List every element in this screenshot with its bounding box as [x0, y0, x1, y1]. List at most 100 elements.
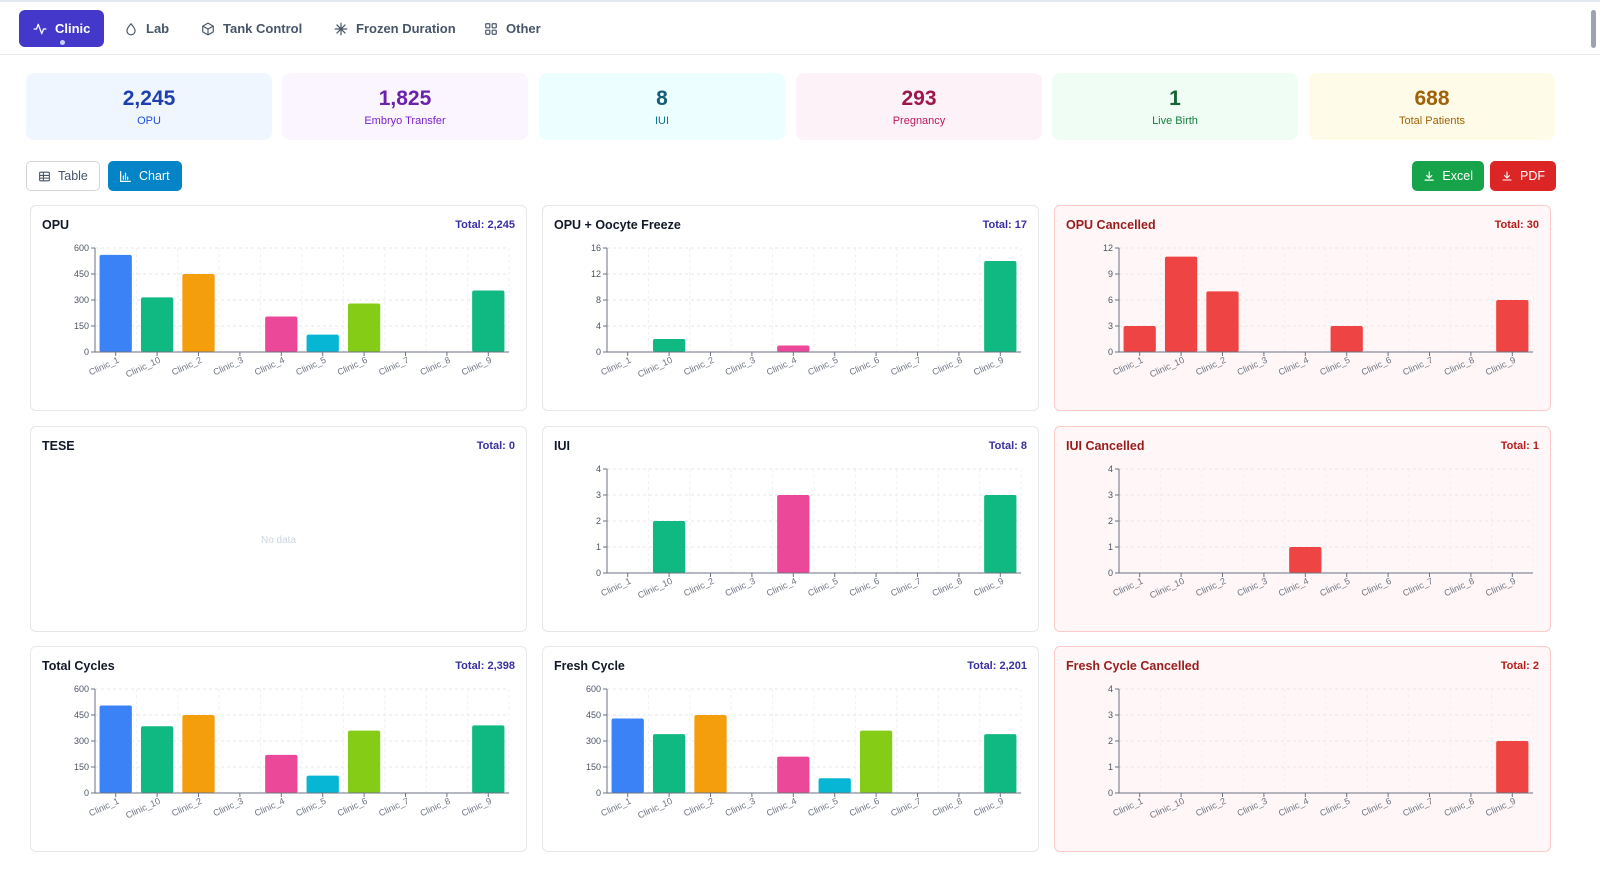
scrollbar-thumb[interactable] [1591, 10, 1596, 48]
x-tick-label: Clinic_3 [212, 796, 245, 819]
x-tick-label: Clinic_10 [124, 355, 162, 380]
export-pdf-button[interactable]: PDF [1490, 161, 1556, 191]
y-tick-label: 1 [1108, 762, 1113, 772]
bar-clinic-9 [984, 261, 1017, 352]
tab-lab[interactable]: Lab [110, 10, 183, 47]
bar-chart: 0 150 300 450 600 Clinic_1 Clinic_10 Clinic_2 Cl… [74, 243, 510, 380]
stat-label: Embryo Transfer [364, 115, 446, 127]
bar-clinic-4 [265, 754, 298, 793]
bar-clinic-5 [306, 334, 339, 352]
tab-tank-control[interactable]: Tank Control [187, 10, 316, 47]
y-tick-label: 300 [586, 736, 601, 746]
x-tick-label: Clinic_7 [377, 355, 410, 378]
stat-value: 1 [1169, 87, 1181, 110]
x-tick-label: Clinic_2 [1194, 355, 1227, 378]
chart-title: IUI [554, 439, 570, 453]
chart-total: Total: 2 [1500, 660, 1539, 672]
chart-card-fresh-cycle: 0 150 300 450 600 Clinic_1 Clinic_10 Clinic_2 Cl… [542, 646, 1039, 852]
bar-clinic-9 [472, 290, 505, 352]
stat-value: 293 [901, 87, 937, 110]
tab-lab-label: Lab [146, 21, 170, 36]
x-tick-label: Clinic_3 [724, 355, 757, 378]
stat-card-total-patients: 688 Total Patients [1309, 73, 1555, 140]
tab-clinic[interactable]: Clinic [19, 10, 105, 47]
download-icon [1502, 170, 1512, 181]
stat-label: OPU [137, 115, 161, 127]
x-tick-label: Clinic_3 [1236, 576, 1269, 599]
x-tick-label: Clinic_3 [212, 355, 245, 378]
y-tick-label: 0 [596, 568, 601, 578]
bar-clinic-4 [265, 316, 298, 352]
y-tick-label: 450 [586, 710, 601, 720]
chart-title: OPU Cancelled [1066, 218, 1156, 232]
stat-value: 688 [1414, 87, 1450, 110]
bar-clinic-9 [984, 495, 1017, 573]
x-tick-label: Clinic_1 [87, 796, 120, 819]
bar-clinic-6 [347, 730, 381, 793]
x-tick-label: Clinic_6 [336, 355, 369, 378]
no-data-label: No data [260, 535, 297, 546]
y-tick-label: 3 [1108, 490, 1113, 500]
chart-title: IUI Cancelled [1066, 439, 1145, 453]
bar-clinic-4 [777, 495, 810, 573]
chart-total: Total: 2,398 [455, 660, 515, 672]
x-tick-label: Clinic_1 [599, 576, 632, 599]
chart-total: Total: 30 [1494, 219, 1539, 231]
chart-total: Total: 8 [988, 440, 1027, 452]
stat-card-opu: 2,245 OPU [26, 73, 272, 140]
tab-tank-control-label: Tank Control [223, 21, 303, 36]
x-tick-label: Clinic_4 [253, 796, 286, 819]
stat-card-live-birth: 1 Live Birth [1052, 73, 1298, 140]
x-tick-label: Clinic_1 [599, 355, 632, 378]
x-tick-label: Clinic_6 [1360, 796, 1393, 819]
x-tick-label: Clinic_4 [765, 796, 798, 819]
stat-value: 2,245 [122, 87, 176, 110]
chart-card-total-cycles: 0 150 300 450 600 Clinic_1 Clinic_10 Clinic_2 Cl… [30, 646, 527, 852]
x-tick-label: Clinic_3 [724, 796, 757, 819]
x-tick-label: Clinic_5 [806, 796, 839, 819]
x-tick-label: Clinic_9 [972, 796, 1005, 819]
export-excel-button[interactable]: Excel [1412, 161, 1484, 191]
y-tick-label: 12 [1103, 243, 1113, 253]
x-tick-label: Clinic_6 [336, 796, 369, 819]
chart-card-fresh-cycle-cancelled: 0 1 2 3 4 Clinic_1 Clinic_10 Clinic_2 Clinic_3 Cl… [1054, 646, 1551, 852]
x-tick-label: Clinic_6 [1360, 355, 1393, 378]
x-tick-label: Clinic_5 [1318, 355, 1351, 378]
y-tick-label: 150 [74, 762, 89, 772]
bar-clinic-10 [652, 339, 686, 352]
table-icon [39, 171, 50, 181]
x-tick-label: Clinic_8 [931, 355, 964, 378]
y-tick-label: 600 [586, 684, 601, 694]
stat-label: Total Patients [1398, 115, 1466, 127]
x-tick-label: Clinic_7 [1401, 576, 1434, 599]
x-tick-label: Clinic_7 [1401, 355, 1434, 378]
x-tick-label: Clinic_6 [848, 796, 881, 819]
x-tick-label: Clinic_10 [1148, 796, 1186, 821]
bar-clinic-10 [1164, 256, 1198, 352]
activity-icon [33, 23, 47, 34]
y-tick-label: 4 [1108, 464, 1113, 474]
stat-label: IUI [654, 115, 670, 127]
y-tick-label: 0 [1108, 347, 1113, 357]
tab-frozen-duration[interactable]: Frozen Duration [320, 10, 470, 47]
table-view-button[interactable]: Table [26, 161, 100, 191]
bar-clinic-10 [652, 734, 686, 793]
y-tick-label: 4 [596, 321, 601, 331]
x-tick-label: Clinic_9 [1484, 796, 1517, 819]
y-tick-label: 9 [1108, 269, 1113, 279]
tab-other[interactable]: Other [470, 10, 555, 47]
x-tick-label: Clinic_7 [377, 796, 410, 819]
y-tick-label: 0 [596, 347, 601, 357]
x-tick-label: Clinic_10 [636, 796, 674, 821]
x-tick-label: Clinic_6 [1360, 576, 1393, 599]
x-tick-label: Clinic_2 [682, 576, 715, 599]
chart-card-opu-cancelled: 0 3 6 9 12 Clinic_1 Clinic_10 Clinic_2 Clinic_3 C… [1054, 205, 1551, 411]
chart-view-button[interactable]: Chart [108, 161, 182, 191]
x-tick-label: Clinic_9 [460, 796, 493, 819]
x-tick-label: Clinic_10 [1148, 576, 1186, 601]
stat-label: Pregnancy [892, 115, 946, 127]
bar-clinic-10 [140, 297, 174, 352]
chart-card-opu: 0 150 300 450 600 Clinic_1 Clinic_10 Clinic_2 Cl… [30, 205, 527, 411]
chart-title: TESE [42, 439, 75, 453]
bar-clinic-2 [1206, 291, 1239, 352]
